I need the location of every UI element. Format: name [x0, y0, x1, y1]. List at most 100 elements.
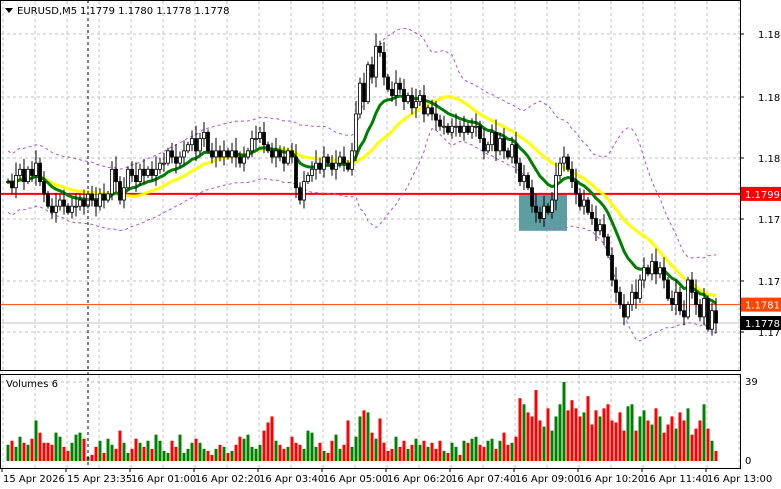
bull-candle — [674, 291, 678, 305]
bear-candle — [102, 193, 106, 201]
volume-bar — [186, 448, 190, 461]
bull-candle — [306, 175, 310, 182]
bear-candle — [266, 144, 270, 152]
slow-ma-line — [7, 94, 717, 298]
bull-candle — [146, 168, 150, 176]
volume-bar — [126, 452, 130, 461]
volume-bar — [694, 428, 698, 461]
volume-bar — [278, 444, 282, 461]
bear-candle — [670, 298, 674, 306]
bull-candle — [642, 267, 646, 281]
volume-bar — [614, 422, 618, 461]
volume-bar — [434, 448, 438, 461]
bull-candle — [26, 168, 30, 183]
volume-bar — [302, 448, 306, 461]
bull-candle — [414, 101, 418, 109]
bull-candle — [106, 193, 110, 201]
volume-bar — [242, 438, 246, 461]
bear-candle — [602, 224, 606, 238]
volume-bar — [290, 436, 294, 461]
volume-min-label: 0 — [745, 456, 751, 467]
volume-bar — [494, 448, 498, 461]
volume-bar — [590, 424, 594, 461]
volume-bar — [702, 404, 706, 461]
volume-bar — [370, 432, 374, 461]
volume-bar — [446, 452, 450, 461]
level-price-tag-label: 1.1781 — [745, 301, 780, 312]
volume-bar — [630, 404, 634, 461]
price-axis[interactable]: 1.1825 1.1815 1.1805 1.1795 1.1785 1.1775 — [740, 30, 781, 339]
volume-bar — [358, 416, 362, 461]
bear-candle — [326, 156, 330, 164]
volume-bar — [218, 444, 222, 461]
bull-candle — [638, 279, 642, 299]
bear-candle — [90, 193, 94, 201]
volume-bar — [158, 440, 162, 461]
volume-bar — [458, 454, 462, 461]
bear-candle — [646, 267, 650, 275]
bear-candle — [606, 236, 610, 256]
candles — [6, 33, 718, 336]
bull-candle — [74, 205, 78, 208]
volume-bar — [90, 454, 94, 461]
bull-candle — [14, 175, 18, 189]
volume-bar — [422, 440, 426, 461]
price-label: 1.1785 — [758, 277, 781, 288]
dropdown-triangle-icon[interactable] — [5, 8, 13, 13]
volume-bar — [714, 450, 718, 461]
volume-bar — [546, 408, 550, 461]
volume-bar — [118, 430, 122, 461]
level-price-tag — [741, 297, 781, 312]
bear-candle — [690, 279, 694, 293]
bull-candle — [334, 162, 338, 170]
bull-candle — [34, 162, 38, 176]
bear-candle — [618, 291, 622, 305]
volume-bar — [94, 446, 98, 461]
bull-candle — [314, 162, 318, 170]
bull-candle — [230, 150, 234, 158]
volume-bar — [42, 442, 46, 461]
time-label: 15 Apr 2026 — [3, 474, 65, 485]
volume-bar — [662, 432, 666, 461]
bear-candle — [458, 125, 462, 133]
bear-candle — [402, 88, 406, 103]
volume-bar — [190, 442, 194, 461]
bear-candle — [714, 310, 718, 324]
bear-candle — [502, 138, 506, 152]
bear-candle — [682, 310, 686, 318]
volume-bar — [686, 408, 690, 461]
bear-candle — [294, 156, 298, 189]
volume-bar — [602, 408, 606, 461]
bear-candle — [150, 168, 154, 176]
bear-candle — [362, 82, 366, 103]
volume-bar — [622, 430, 626, 461]
time-label: 16 Apr 01:00 — [131, 474, 196, 485]
bull-candle — [18, 168, 22, 176]
bull-candle — [542, 205, 546, 219]
bear-candle — [142, 168, 146, 176]
bull-candle — [702, 298, 706, 318]
bear-candle — [278, 150, 282, 158]
volume-bar — [490, 438, 494, 461]
bid-price-tag — [741, 316, 781, 331]
volume-bar — [474, 436, 478, 461]
volume-bar — [102, 452, 106, 461]
bull-candle — [558, 162, 562, 176]
bear-candle — [62, 199, 66, 207]
bear-candle — [382, 52, 386, 78]
volume-bar — [430, 442, 434, 461]
bull-candle — [190, 138, 194, 146]
bull-candle — [258, 131, 262, 139]
time-label: 16 Apr 09:00 — [515, 474, 580, 485]
bear-candle — [66, 205, 70, 213]
bear-candle — [526, 175, 530, 189]
bull-candle — [78, 199, 82, 207]
bull-candle — [474, 125, 478, 128]
volume-bar — [10, 440, 14, 461]
volume-bar — [166, 452, 170, 461]
upper-band — [7, 28, 717, 259]
volume-bar — [122, 442, 126, 461]
volume-bar — [274, 440, 278, 461]
